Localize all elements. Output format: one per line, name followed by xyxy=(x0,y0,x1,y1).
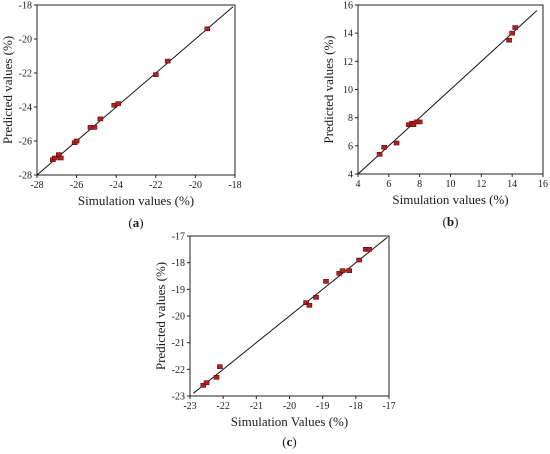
data-point xyxy=(376,151,383,157)
y-tick-label: -19 xyxy=(172,285,185,296)
y-tick-label: 14 xyxy=(343,29,353,40)
x-tick-label: 6 xyxy=(386,179,391,190)
y-tick-label: 8 xyxy=(348,113,353,124)
x-tick-label: -21 xyxy=(250,401,263,412)
data-point xyxy=(203,380,210,385)
y-tick-label: -18 xyxy=(19,1,32,12)
data-point xyxy=(512,25,519,30)
data-point xyxy=(153,72,159,77)
x-tick-label: -24 xyxy=(110,180,123,191)
panel-label: (b) xyxy=(443,214,459,229)
x-tick-label: -23 xyxy=(183,401,196,412)
data-point xyxy=(52,155,58,161)
chart-panel: 4 6 8 10 12 14 16 4 6 8 10 12 14 16 Simulation values … xyxy=(321,1,548,230)
y-tick-label: -24 xyxy=(19,103,32,114)
data-point xyxy=(346,268,353,273)
data-point xyxy=(416,119,423,125)
x-tick-label: -18 xyxy=(228,180,241,191)
panel-label: (c) xyxy=(282,434,296,449)
y-tick-label: -17 xyxy=(172,232,185,243)
y-tick-label: -22 xyxy=(19,69,32,80)
x-tick-label: 12 xyxy=(476,179,486,190)
x-tick-label: -26 xyxy=(70,180,83,191)
data-point xyxy=(336,271,343,276)
fit-line xyxy=(357,10,538,175)
x-tick-label: -20 xyxy=(189,180,202,191)
data-point xyxy=(509,30,515,36)
x-axis-title: Simulation Values (%) xyxy=(231,414,348,429)
data-point xyxy=(356,257,362,263)
data-point xyxy=(323,279,329,284)
y-tick-label: 4 xyxy=(348,170,353,181)
x-tick-label: -28 xyxy=(30,180,43,191)
x-tick-label: -17 xyxy=(382,401,395,412)
fit-line xyxy=(36,6,234,176)
data-point xyxy=(164,58,171,64)
data-point xyxy=(303,300,309,305)
y-tick-label: -18 xyxy=(172,258,185,269)
data-point xyxy=(200,383,207,388)
x-tick-label: 14 xyxy=(507,179,517,190)
y-tick-label: -20 xyxy=(19,35,32,46)
data-point xyxy=(506,37,512,43)
x-tick-label: -18 xyxy=(349,401,362,412)
y-tick-label: 12 xyxy=(343,57,353,68)
y-tick-label: 16 xyxy=(343,1,353,12)
y-tick-label: -28 xyxy=(19,171,32,182)
data-point xyxy=(381,144,388,150)
x-tick-label: -20 xyxy=(283,401,296,412)
data-point xyxy=(57,155,64,161)
y-tick-label: -23 xyxy=(172,392,185,403)
data-point xyxy=(313,295,319,300)
y-tick-label: -20 xyxy=(172,312,185,323)
panel-label: (a) xyxy=(128,215,143,230)
data-point xyxy=(91,125,98,130)
y-tick-label: 10 xyxy=(343,85,353,96)
x-tick-label: -22 xyxy=(149,180,162,191)
data-point xyxy=(115,101,121,106)
x-tick-label: -22 xyxy=(216,401,229,412)
y-tick-label: 6 xyxy=(348,141,353,152)
fit-line xyxy=(193,236,388,394)
data-point xyxy=(339,268,346,273)
y-axis-title: Predicted values (%) xyxy=(321,35,336,143)
y-tick-label: -26 xyxy=(19,137,32,148)
x-axis-title: Simulation values (%) xyxy=(392,192,508,207)
data-point xyxy=(217,364,223,369)
data-point xyxy=(410,122,417,128)
y-tick-label: -21 xyxy=(172,338,185,349)
y-axis-title: Predicted values (%) xyxy=(153,262,168,370)
plot-frame xyxy=(36,4,236,176)
x-tick-label: 10 xyxy=(446,179,456,190)
y-axis-title: Predicted values (%) xyxy=(0,36,15,144)
y-tick-label: -22 xyxy=(172,365,185,376)
data-point xyxy=(73,138,80,144)
x-tick-label: -19 xyxy=(316,401,329,412)
x-tick-label: 8 xyxy=(417,179,422,190)
data-point xyxy=(393,140,400,146)
data-point xyxy=(306,303,313,308)
x-axis-title: Simulation values (%) xyxy=(78,193,194,208)
x-tick-label: 16 xyxy=(538,179,548,190)
chart-panel: -23 -22 -21 -20 -19 -18 -17 -23 -22 -21 -20 -19 -18 -… xyxy=(153,232,396,450)
data-point xyxy=(366,247,372,252)
chart-panel: -28 -26 -24 -22 -20 -18 -28 -26 -24 -22 -20 -18 Simu… xyxy=(0,1,242,231)
data-point xyxy=(213,375,220,380)
data-point xyxy=(204,26,211,32)
data-point xyxy=(97,116,104,122)
x-tick-label: 4 xyxy=(356,179,361,190)
